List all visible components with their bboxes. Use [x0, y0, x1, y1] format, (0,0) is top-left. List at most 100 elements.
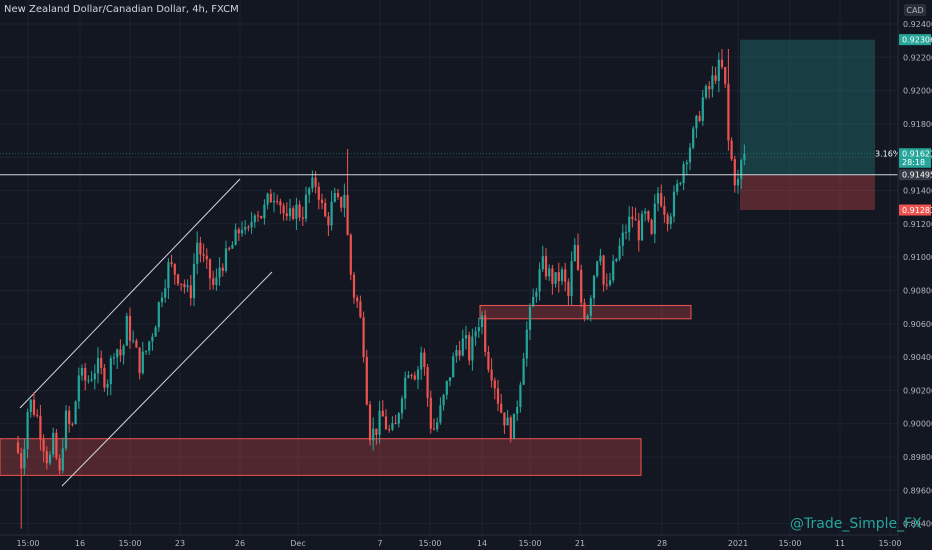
- price-tag-bg: [899, 34, 931, 46]
- candle-body: [269, 193, 272, 203]
- candle-body: [704, 86, 708, 98]
- candle-body: [676, 183, 679, 192]
- candle-body: [452, 356, 455, 378]
- candle-body: [461, 338, 464, 356]
- x-tick-label: 14: [477, 539, 487, 548]
- candle-body: [333, 192, 336, 202]
- candle-body: [736, 178, 740, 186]
- candle-body: [148, 341, 151, 351]
- channel-lower-line[interactable]: [61, 271, 273, 487]
- price-tag-bg: [899, 169, 931, 181]
- candle-body: [554, 272, 557, 284]
- candle-body: [372, 428, 375, 441]
- candle-body: [103, 367, 106, 388]
- time-axis[interactable]: [0, 534, 898, 550]
- candle-body: [106, 383, 109, 388]
- candle-body: [586, 315, 589, 319]
- candle-body: [695, 115, 698, 129]
- candle-body: [432, 428, 436, 430]
- channel-upper-line[interactable]: [19, 178, 241, 409]
- candle-body: [717, 59, 720, 81]
- candle-body: [685, 162, 688, 165]
- price-axis[interactable]: CAD: [897, 0, 932, 550]
- candle-body: [112, 357, 116, 359]
- candle-body: [410, 375, 413, 377]
- candle-body: [688, 147, 692, 163]
- candle-body: [298, 204, 301, 218]
- candle-body: [394, 423, 397, 425]
- candle-body: [52, 432, 55, 455]
- candle-body: [599, 255, 602, 262]
- candle-body: [701, 97, 704, 121]
- candle-body: [26, 411, 29, 450]
- candle-body: [487, 351, 490, 370]
- candle-body: [740, 160, 743, 179]
- candle-body: [404, 377, 407, 399]
- candle-body: [125, 315, 128, 346]
- candle-body: [116, 349, 119, 358]
- x-tick-label: 15:00: [878, 539, 901, 548]
- loss-zone[interactable]: [740, 174, 875, 211]
- candle-body: [314, 177, 317, 187]
- price-tag-label: 0.92306: [902, 36, 932, 45]
- candle-body: [560, 269, 564, 282]
- candle-body: [618, 245, 621, 259]
- candle-body: [157, 302, 160, 328]
- candle-body: [720, 59, 724, 68]
- candle-body: [282, 205, 285, 214]
- candle-body: [100, 358, 103, 368]
- candle-body: [304, 194, 308, 219]
- candle-body: [308, 188, 311, 195]
- candle-body: [96, 358, 100, 374]
- candle-body: [199, 242, 202, 255]
- x-tick-label: Dec: [290, 539, 305, 548]
- position-tool[interactable]: 3.16%: [740, 39, 901, 211]
- candle-body: [420, 352, 423, 370]
- candle-body: [173, 264, 176, 275]
- candle-body: [426, 366, 429, 398]
- candle-body: [458, 350, 461, 356]
- currency-label: CAD: [906, 6, 923, 15]
- profit-zone[interactable]: [740, 39, 875, 175]
- x-tick-label: 7: [377, 539, 382, 548]
- ascending-channel[interactable]: [19, 178, 273, 487]
- candle-body: [605, 284, 608, 286]
- candle-body: [650, 220, 653, 234]
- candle-body: [429, 397, 432, 429]
- candle-body: [93, 373, 96, 380]
- candle-body: [221, 267, 224, 271]
- candle-body: [84, 367, 87, 381]
- candle-body: [525, 329, 528, 359]
- candle-body: [330, 201, 333, 226]
- x-tick-label: 26: [235, 539, 245, 548]
- candle-body: [612, 260, 615, 281]
- candle-body: [263, 204, 266, 219]
- candle-body: [311, 177, 314, 189]
- candle-body: [189, 285, 192, 299]
- candle-body: [218, 267, 221, 278]
- candle-body: [439, 405, 442, 423]
- candle-body: [327, 216, 330, 226]
- candle-body: [538, 269, 541, 292]
- candle-body: [336, 192, 340, 197]
- horizontal-line-layer[interactable]: [0, 153, 898, 176]
- candle-body: [170, 262, 173, 265]
- candle-body: [455, 350, 458, 357]
- candle-body: [231, 244, 234, 249]
- candle-body: [596, 261, 599, 276]
- candle-body: [61, 448, 64, 471]
- candle-body: [548, 268, 551, 277]
- candle-body: [647, 211, 650, 221]
- candle-body: [74, 401, 77, 425]
- lower-demand-zone[interactable]: [0, 438, 642, 476]
- x-tick-label: 16: [75, 539, 85, 548]
- candle-body: [128, 315, 132, 341]
- x-tick-label: 15:00: [778, 539, 801, 548]
